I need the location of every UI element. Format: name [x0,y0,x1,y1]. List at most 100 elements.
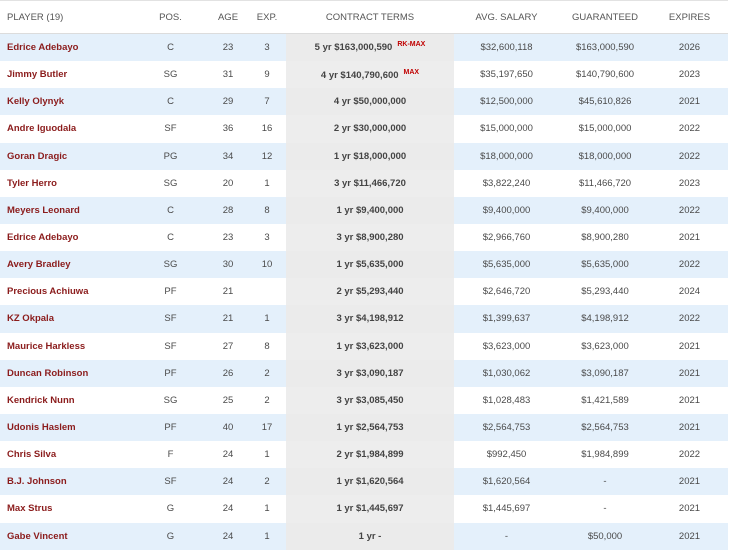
player-name[interactable]: Chris Silva [0,441,133,468]
avg-salary-cell: $3,822,240 [454,170,559,197]
guaranteed-cell-text: $163,000,590 [575,42,635,54]
player-name-text[interactable]: Gabe Vincent [7,530,68,542]
player-name-text[interactable]: Andre Iguodala [7,123,77,135]
guaranteed-cell: $2,564,753 [559,413,651,442]
player-name-text[interactable]: Maurice Harkless [7,340,86,352]
player-name-text[interactable]: Max Strus [7,503,53,515]
table-row: Jimmy Butler SG 31 9 4 yr $140,790,600 MAX $35… [0,61,728,89]
avg-salary-cell-text: $35,197,650 [480,69,533,81]
contract-tag-badge: MAX [403,68,420,76]
player-name[interactable]: Duncan Robinson [0,359,133,387]
guaranteed-cell-text: $1,421,589 [581,394,629,406]
player-name[interactable]: Avery Bradley [0,251,133,279]
contract-terms-cell-text: 3 yr $3,085,450 [336,394,404,406]
age-cell-text: 36 [222,123,234,135]
player-name-text[interactable]: Kelly Olynyk [7,96,65,108]
header-avg-salary[interactable]: AVG. SALARY [454,0,559,34]
player-name[interactable]: Precious Achiuwa [0,278,133,305]
experience-cell-text: 1 [264,449,270,461]
player-name[interactable]: Max Strus [0,495,133,522]
age-cell: 29 [208,88,248,116]
experience-cell: 7 [248,88,286,116]
header-player[interactable]: PLAYER (19) [0,0,133,34]
position-cell-text: C [167,204,174,216]
experience-cell: 1 [248,170,286,197]
player-name[interactable]: Kendrick Nunn [0,387,133,414]
table-row: Precious Achiuwa PF 21 2 yr $5,293,440 $2,64… [0,278,728,306]
player-name[interactable]: Edrice Adebayo [0,33,133,62]
player-name[interactable]: Tyler Herro [0,170,133,197]
player-name-text[interactable]: Chris Silva [7,449,57,461]
age-cell: 27 [208,333,248,360]
avg-salary-cell-text: $3,623,000 [482,340,531,352]
player-name-text[interactable]: Precious Achiuwa [7,286,89,298]
header-experience[interactable]: EXP. [248,0,286,34]
avg-salary-cell-text: $18,000,000 [480,150,533,162]
player-name[interactable]: Andre Iguodala [0,115,133,142]
position-cell: SG [133,387,208,414]
avg-salary-cell: $2,966,760 [454,224,559,251]
table-row: Gabe Vincent G 24 1 1 yr - - $50,000 2021 [0,522,728,550]
avg-salary-cell: $1,620,564 [454,468,559,496]
contract-terms-cell: 1 yr $3,623,000 [286,332,454,360]
expires-cell: 2024 [651,278,728,305]
avg-salary-cell: $992,450 [454,441,559,468]
player-name[interactable]: Jimmy Butler [0,61,133,88]
experience-cell: 17 [248,413,286,442]
player-name[interactable]: Gabe Vincent [0,522,133,550]
player-name[interactable]: Goran Dragic [0,142,133,170]
player-name[interactable]: Edrice Adebayo [0,224,133,251]
player-name-text[interactable]: Udonis Haslem [7,422,76,434]
guaranteed-cell-text: $4,198,912 [581,313,629,325]
player-name-text[interactable]: Meyers Leonard [7,204,80,216]
player-name[interactable]: Udonis Haslem [0,413,133,442]
avg-salary-cell-text: $1,399,637 [482,313,531,325]
age-cell: 24 [208,522,248,550]
header-age[interactable]: AGE [208,0,248,34]
position-cell: PF [133,278,208,305]
contract-terms-cell: 1 yr $2,564,753 [286,413,454,442]
player-name[interactable]: Maurice Harkless [0,333,133,360]
experience-cell-text: 8 [264,340,270,352]
age-cell: 34 [208,142,248,170]
position-cell-text: SG [163,259,178,271]
avg-salary-cell-text: $32,600,118 [480,42,533,54]
header-contract-terms[interactable]: CONTRACT TERMS [286,0,454,34]
age-cell-text: 25 [222,394,234,406]
contract-terms-cell-text: 1 yr - [358,530,382,542]
player-name-text[interactable]: B.J. Johnson [7,476,67,488]
player-name[interactable]: KZ Okpala [0,305,133,333]
experience-cell-text: 2 [264,394,270,406]
player-name[interactable]: Meyers Leonard [0,196,133,224]
player-name-text[interactable]: Goran Dragic [7,150,68,162]
position-cell: SG [133,61,208,88]
experience-cell: 8 [248,333,286,360]
player-name-text[interactable]: Kendrick Nunn [7,394,75,406]
guaranteed-cell: - [559,495,651,522]
header-position[interactable]: POS. [133,0,208,34]
avg-salary-cell: $32,600,118 [454,33,559,62]
player-name[interactable]: B.J. Johnson [0,468,133,496]
expires-cell: 2021 [651,224,728,251]
age-cell-text: 30 [222,259,234,271]
guaranteed-cell-text: $5,293,440 [581,286,629,298]
player-name-text[interactable]: Duncan Robinson [7,367,89,379]
expires-cell: 2021 [651,522,728,550]
table-row: Avery Bradley SG 30 10 1 yr $5,635,000 $5,635… [0,251,728,279]
age-cell-text: 34 [222,150,234,162]
experience-cell: 3 [248,224,286,251]
header-guaranteed[interactable]: GUARANTEED [559,0,651,34]
guaranteed-cell-text: $5,635,000 [581,259,629,271]
header-expires[interactable]: EXPIRES [651,0,728,34]
expires-cell-text: 2022 [678,204,701,216]
avg-salary-cell: $2,564,753 [454,413,559,442]
player-name-text[interactable]: Tyler Herro [7,177,57,189]
player-name[interactable]: Kelly Olynyk [0,88,133,116]
player-name-text[interactable]: Edrice Adebayo [7,232,79,244]
player-name-text[interactable]: Avery Bradley [7,259,71,271]
player-name-text[interactable]: Edrice Adebayo [7,42,79,54]
player-name-text[interactable]: Jimmy Butler [7,69,68,81]
avg-salary-cell-text: $2,564,753 [482,422,531,434]
guaranteed-cell: $5,635,000 [559,251,651,279]
player-name-text[interactable]: KZ Okpala [7,313,54,325]
